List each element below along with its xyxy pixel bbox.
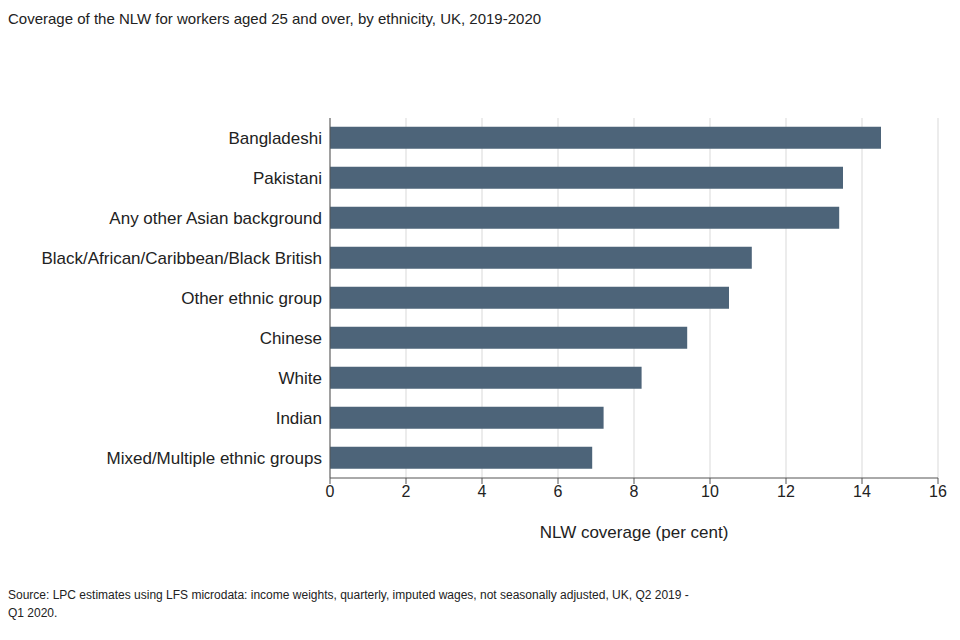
svg-text:14: 14: [853, 483, 871, 500]
svg-text:12: 12: [777, 483, 795, 500]
svg-text:4: 4: [478, 483, 487, 500]
svg-text:16: 16: [929, 483, 947, 500]
svg-text:NLW coverage (per cent): NLW coverage (per cent): [540, 523, 729, 542]
svg-text:Chinese: Chinese: [260, 329, 322, 348]
svg-text:10: 10: [701, 483, 719, 500]
svg-text:6: 6: [554, 483, 563, 500]
svg-text:Black/African/Caribbean/Black: Black/African/Caribbean/Black British: [41, 249, 322, 268]
svg-text:White: White: [279, 369, 322, 388]
svg-text:0: 0: [326, 483, 335, 500]
svg-text:2: 2: [402, 483, 411, 500]
svg-text:Bangladeshi: Bangladeshi: [228, 129, 322, 148]
svg-text:Mixed/Multiple ethnic groups: Mixed/Multiple ethnic groups: [107, 449, 322, 468]
svg-text:Indian: Indian: [276, 409, 322, 428]
svg-text:Any other Asian background: Any other Asian background: [109, 209, 322, 228]
svg-text:8: 8: [630, 483, 639, 500]
html-text:Source: LPC estimates using LF: Source: LPC estimates using LFS microdat…: [8, 588, 689, 620]
svg-text:Pakistani: Pakistani: [253, 169, 322, 188]
svg-text:Other ethnic group: Other ethnic group: [181, 289, 322, 308]
html-text:Coverage of the NLW for worker: Coverage of the NLW for workers aged 25 …: [8, 10, 542, 27]
